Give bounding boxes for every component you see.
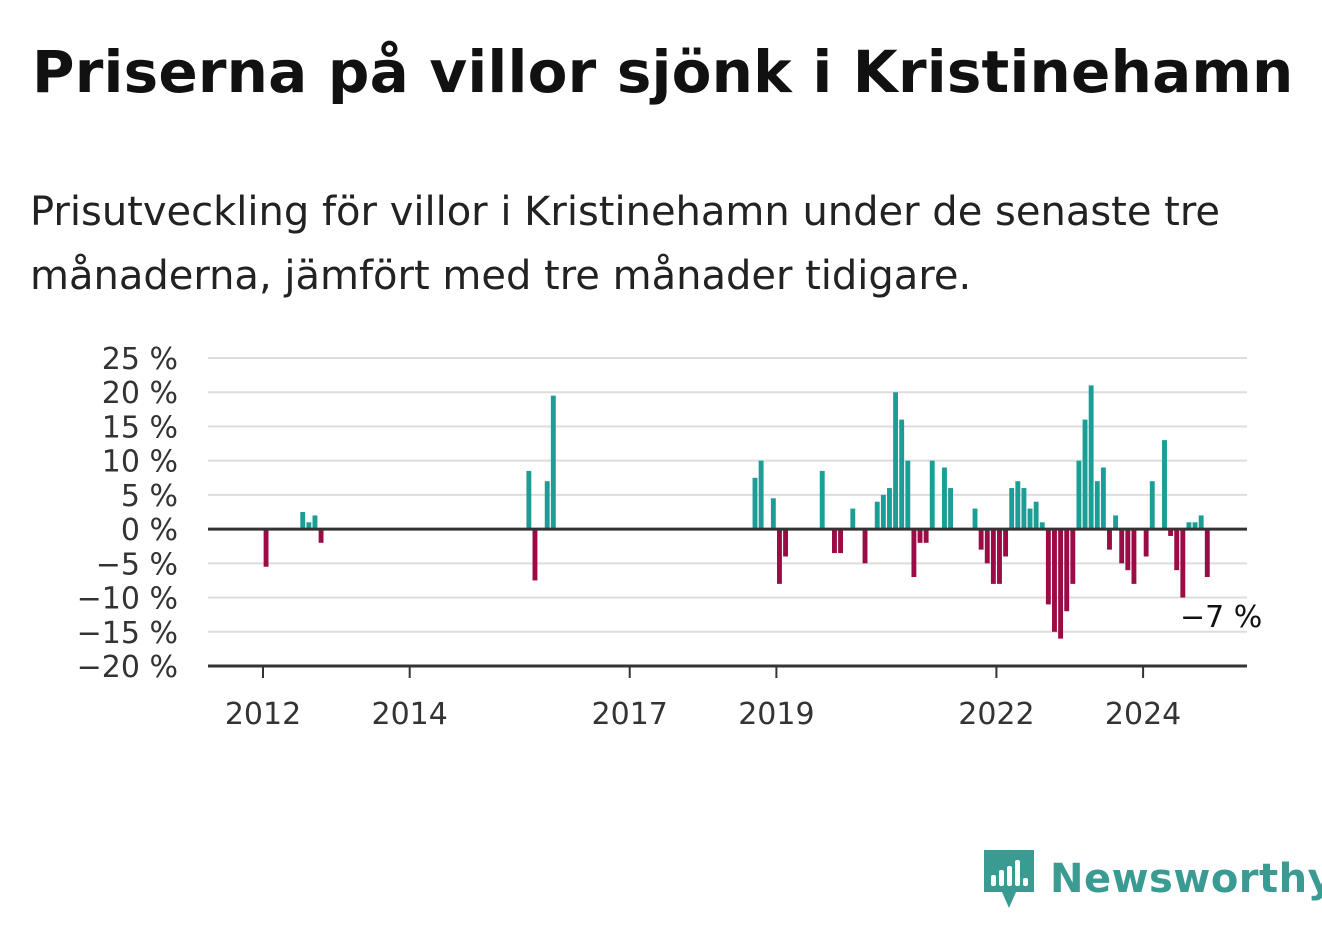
bar <box>1094 481 1100 530</box>
bar <box>948 488 954 530</box>
bar <box>263 529 269 567</box>
bar <box>1204 529 1210 578</box>
bar <box>1052 529 1057 632</box>
bar <box>1009 488 1015 530</box>
bar <box>899 419 905 530</box>
bar <box>911 529 917 578</box>
bar <box>1149 481 1155 530</box>
bar <box>1021 488 1027 530</box>
bar <box>874 501 880 530</box>
y-tick-label: −10 % <box>77 582 178 617</box>
bar <box>1082 419 1088 530</box>
bar <box>972 508 978 530</box>
bar <box>1070 529 1076 584</box>
bar <box>838 529 844 554</box>
bar <box>862 529 868 564</box>
bar <box>1162 440 1167 530</box>
bars <box>263 385 1210 639</box>
bar <box>318 529 324 543</box>
bar <box>1088 385 1094 530</box>
chart-subtitle: Prisutveckling för villor i Kristinehamn… <box>30 189 1221 299</box>
annotations: −7 % <box>1180 600 1262 635</box>
bar <box>1100 467 1106 530</box>
bar <box>1174 529 1180 571</box>
brand-logo: Newsworthy <box>980 848 1322 910</box>
bar <box>1143 529 1149 557</box>
bar <box>923 529 929 543</box>
x-tick-label: 2012 <box>225 697 301 730</box>
bar <box>819 470 825 530</box>
y-tick-label: −15 % <box>77 616 178 651</box>
bar <box>1192 522 1198 530</box>
bar <box>1064 529 1070 612</box>
y-axis-ticks: 25 %20 %15 %10 %5 %0 %−5 %−10 %−15 %−20 … <box>77 342 178 685</box>
x-tick-label: 2024 <box>1105 697 1181 730</box>
bar <box>1003 529 1009 557</box>
bar <box>887 488 892 530</box>
bar <box>893 392 899 530</box>
x-tick-label: 2019 <box>738 697 814 730</box>
bar <box>1119 529 1125 564</box>
bar <box>300 512 306 530</box>
bar <box>1039 522 1045 530</box>
bar <box>1058 529 1064 639</box>
y-tick-label: 5 % <box>121 479 178 514</box>
bar <box>1113 515 1119 530</box>
bar <box>550 395 556 530</box>
bar <box>1033 501 1039 530</box>
chart-title: Priserna på villor sjönk i Kristinehamn <box>32 38 1294 106</box>
y-tick-label: 0 % <box>121 513 178 548</box>
bar <box>1076 460 1082 530</box>
bar <box>1015 481 1021 530</box>
bar <box>917 529 923 543</box>
bar <box>306 522 312 530</box>
bar <box>752 477 758 530</box>
bar <box>1027 508 1033 530</box>
bar <box>905 460 911 530</box>
bar <box>880 494 886 530</box>
bar <box>1107 529 1112 550</box>
y-tick-label: 10 % <box>102 445 178 480</box>
y-tick-label: −20 % <box>77 650 178 685</box>
x-tick-label: 2014 <box>372 697 448 730</box>
bar <box>1186 522 1192 530</box>
bar-chart: 25 %20 %15 %10 %5 %0 %−5 %−10 %−15 %−20 … <box>77 342 1263 730</box>
bar <box>312 515 318 530</box>
x-axis-ticks: 2012 2014 2017 2019 2022 2024 <box>225 666 1181 730</box>
y-tick-label: −5 % <box>96 547 178 582</box>
newsworthy-logo-icon <box>984 850 1034 908</box>
y-tick-label: 20 % <box>102 376 178 411</box>
brand-name: Newsworthy <box>1050 856 1322 902</box>
y-tick-label: 25 % <box>102 342 178 377</box>
bar <box>1131 529 1137 584</box>
bar <box>1198 515 1204 530</box>
bar <box>984 529 990 564</box>
axes <box>208 527 1247 668</box>
bar <box>532 529 538 581</box>
y-tick-label: 15 % <box>102 410 178 445</box>
x-tick-label: 2022 <box>958 697 1034 730</box>
bar <box>997 529 1002 584</box>
bar <box>990 529 996 584</box>
gridlines <box>208 357 1247 633</box>
bar <box>832 529 837 554</box>
bar <box>942 467 947 530</box>
bar <box>1125 529 1131 571</box>
bar <box>1045 529 1051 605</box>
bar <box>1168 529 1174 536</box>
x-tick-label: 2017 <box>592 697 668 730</box>
bar <box>978 529 984 550</box>
bar <box>544 481 550 530</box>
bar <box>1180 529 1186 598</box>
bar <box>850 508 856 530</box>
annotation-label: −7 % <box>1180 600 1262 635</box>
bar <box>770 498 776 530</box>
bar <box>783 529 789 557</box>
bar <box>758 460 764 530</box>
bar <box>777 529 782 584</box>
bar <box>526 470 532 530</box>
bar <box>929 460 935 530</box>
